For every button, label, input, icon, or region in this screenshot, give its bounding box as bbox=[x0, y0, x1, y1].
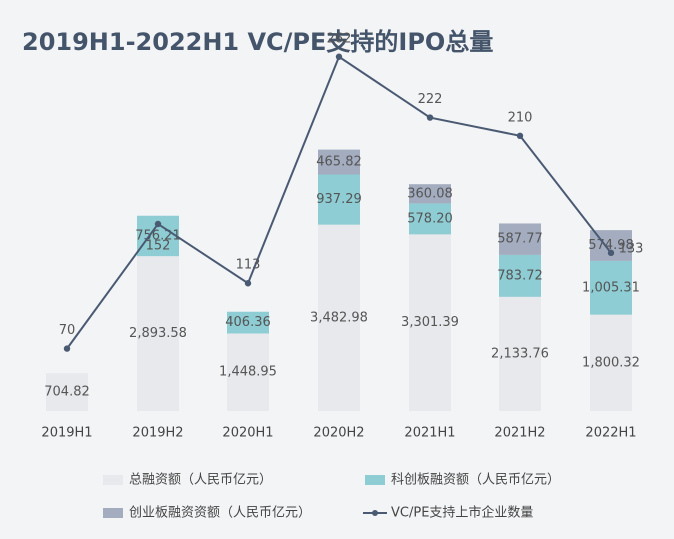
data-label: 1,800.32 bbox=[582, 355, 640, 370]
x-tick-label: 2022H1 bbox=[585, 426, 636, 441]
legend-swatch bbox=[103, 508, 123, 518]
data-label: 406.36 bbox=[225, 315, 271, 330]
data-label: 574.98 bbox=[588, 238, 634, 253]
bar-segment bbox=[318, 174, 360, 225]
legend-swatch bbox=[103, 475, 123, 485]
line-point bbox=[154, 220, 162, 228]
line-point bbox=[244, 280, 252, 287]
data-label: 2,893.58 bbox=[129, 326, 187, 341]
legend-label: 创业板融资资额（人民币亿元） bbox=[129, 506, 311, 521]
legend-label: 总融资额（人民币亿元） bbox=[129, 473, 272, 488]
x-tick-label: 2020H2 bbox=[313, 426, 364, 441]
bar-segment bbox=[499, 296, 541, 411]
x-tick-label: 2021H2 bbox=[494, 426, 545, 441]
data-label: 1,448.95 bbox=[219, 365, 277, 380]
bar-segment bbox=[409, 203, 451, 235]
data-label: 465.82 bbox=[316, 155, 362, 170]
data-label: 704.82 bbox=[44, 385, 90, 400]
chart-title: 2019H1-2022H1 VC/PE支持的IPO总量 bbox=[22, 28, 494, 56]
line-data-label: 152 bbox=[146, 238, 171, 253]
legend-label: 科创板融资额（人民币亿元） bbox=[391, 473, 560, 488]
line-point bbox=[426, 114, 434, 121]
line-point bbox=[516, 132, 524, 139]
data-label: 1,005.31 bbox=[582, 280, 640, 295]
x-tick-label: 2019H2 bbox=[132, 426, 183, 441]
data-label: 578.20 bbox=[407, 211, 453, 226]
data-label: 587.77 bbox=[497, 232, 543, 247]
data-label: 3,482.98 bbox=[310, 310, 368, 325]
line-data-label: 133 bbox=[619, 241, 644, 256]
bar-segment bbox=[227, 311, 269, 334]
line-point bbox=[63, 345, 71, 352]
bar-segment bbox=[499, 254, 541, 297]
legend-swatch bbox=[365, 475, 385, 485]
data-label: 2,133.76 bbox=[491, 346, 549, 361]
bar-segment bbox=[590, 260, 632, 315]
line-data-label: 210 bbox=[508, 110, 533, 125]
data-label: 783.72 bbox=[497, 268, 543, 283]
data-label: 3,301.39 bbox=[401, 315, 459, 330]
bar-segment bbox=[137, 256, 179, 411]
bar-segment bbox=[409, 184, 451, 204]
bar-segment bbox=[499, 223, 541, 255]
legend-label: VC/PE支持上市企业数量 bbox=[391, 505, 533, 521]
line-point bbox=[335, 53, 343, 60]
bar-segment bbox=[318, 224, 360, 411]
bar-segment bbox=[318, 149, 360, 175]
line-point bbox=[607, 249, 615, 257]
x-tick-label: 2020H1 bbox=[222, 426, 273, 441]
x-tick-label: 2021H1 bbox=[404, 426, 455, 441]
legend-marker bbox=[372, 510, 378, 516]
bar-segment bbox=[409, 234, 451, 411]
bar-segment bbox=[590, 314, 632, 411]
bar-segment bbox=[227, 333, 269, 411]
line-data-label: 262 bbox=[327, 31, 352, 46]
bar-segment bbox=[46, 373, 88, 411]
x-tick-label: 2019H1 bbox=[41, 426, 92, 441]
line-data-label: 222 bbox=[418, 92, 443, 107]
data-label: 937.29 bbox=[316, 192, 362, 207]
data-label: 360.08 bbox=[407, 186, 453, 201]
line-data-label: 113 bbox=[236, 258, 261, 273]
line-data-label: 70 bbox=[59, 323, 76, 338]
